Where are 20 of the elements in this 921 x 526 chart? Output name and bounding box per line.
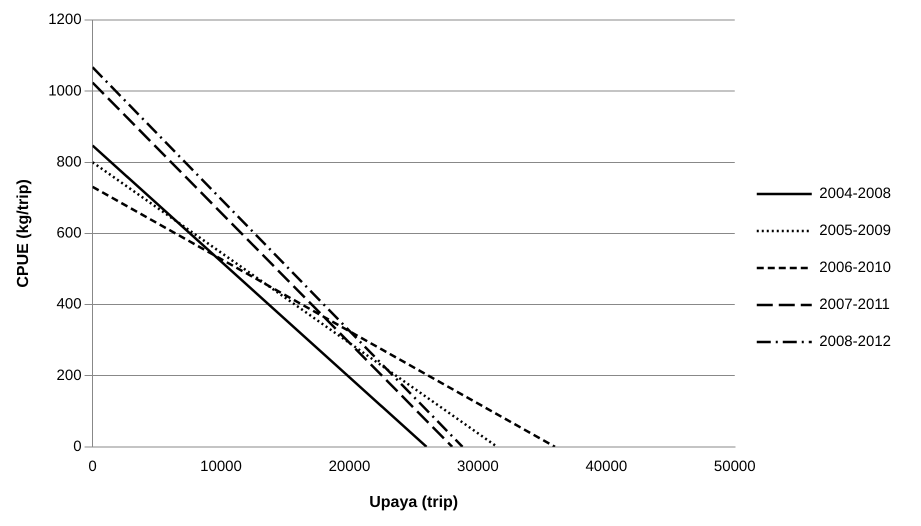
y-tick-label: 600 <box>56 224 82 242</box>
x-tick-label: 20000 <box>328 458 370 475</box>
x-tick-label: 50000 <box>714 458 756 475</box>
y-tick-label: 800 <box>56 153 82 170</box>
y-tick-label: 0 <box>73 438 82 455</box>
y-tick-label: 1000 <box>48 82 82 100</box>
x-tick-label: 40000 <box>585 458 628 475</box>
x-axis-title: Upaya (trip) <box>369 494 458 511</box>
x-tick-label: 0 <box>88 458 97 475</box>
legend-label: 2004-2008 <box>819 185 891 202</box>
legend-label: 2007-2011 <box>819 296 890 314</box>
x-tick-label: 30000 <box>457 458 499 475</box>
x-tick-label: 10000 <box>200 458 242 475</box>
legend-label: 2006-2010 <box>819 259 891 276</box>
y-axis-title: CPUE (kg/trip) <box>15 179 32 288</box>
y-tick-label: 1200 <box>48 11 82 28</box>
y-tick-label: 400 <box>56 296 82 313</box>
legend-label: 2005-2009 <box>819 222 891 240</box>
y-tick-label: 200 <box>56 366 82 384</box>
legend-label: 2008-2012 <box>819 333 891 350</box>
